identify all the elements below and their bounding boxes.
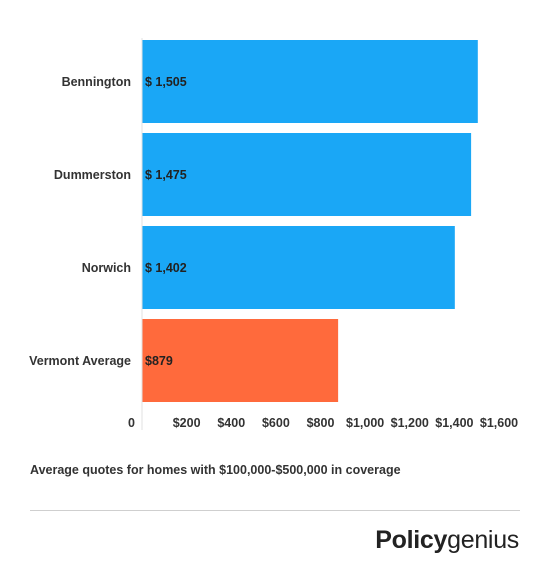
x-tick-label: $400 [217,416,245,430]
x-tick-label: $800 [307,416,335,430]
category-label: Vermont Average [29,354,131,368]
data-labels: $ 1,505 $ 1,475 $ 1,402 $879 [145,75,187,368]
bar [142,319,339,402]
data-label: $ 1,402 [145,261,187,275]
x-tick-label: $200 [173,416,201,430]
chart-footnote: Average quotes for homes with $100,000-$… [30,463,401,477]
category-label: Norwich [82,261,131,275]
logo-text-regular: genius [447,526,519,554]
bar-chart: Bennington Dummerston Norwich Vermont Avera… [29,38,518,430]
x-tick-label: $1,600 [480,416,518,430]
data-label: $ 1,505 [145,75,187,89]
category-label: Dummerston [54,168,131,182]
x-tick-label: $600 [262,416,290,430]
x-tick-label: 0 [128,416,135,430]
bars [142,40,478,402]
bar [142,133,472,216]
divider [30,510,520,511]
data-label: $ 1,475 [145,168,187,182]
x-tick-labels: 0 $200 $400 $600 $800 $1,000 $1,200 $1,400 $1,60… [128,416,518,430]
logo-text-bold: Policy [375,526,448,554]
x-tick-label: $1,400 [435,416,473,430]
bar [142,226,455,309]
data-label: $879 [145,354,173,368]
x-tick-label: $1,000 [346,416,384,430]
bar [142,40,478,123]
policygenius-logo: Policygenius [375,526,519,555]
x-tick-label: $1,200 [391,416,429,430]
category-label: Bennington [62,75,131,89]
category-labels: Bennington Dummerston Norwich Vermont Avera… [29,75,131,368]
